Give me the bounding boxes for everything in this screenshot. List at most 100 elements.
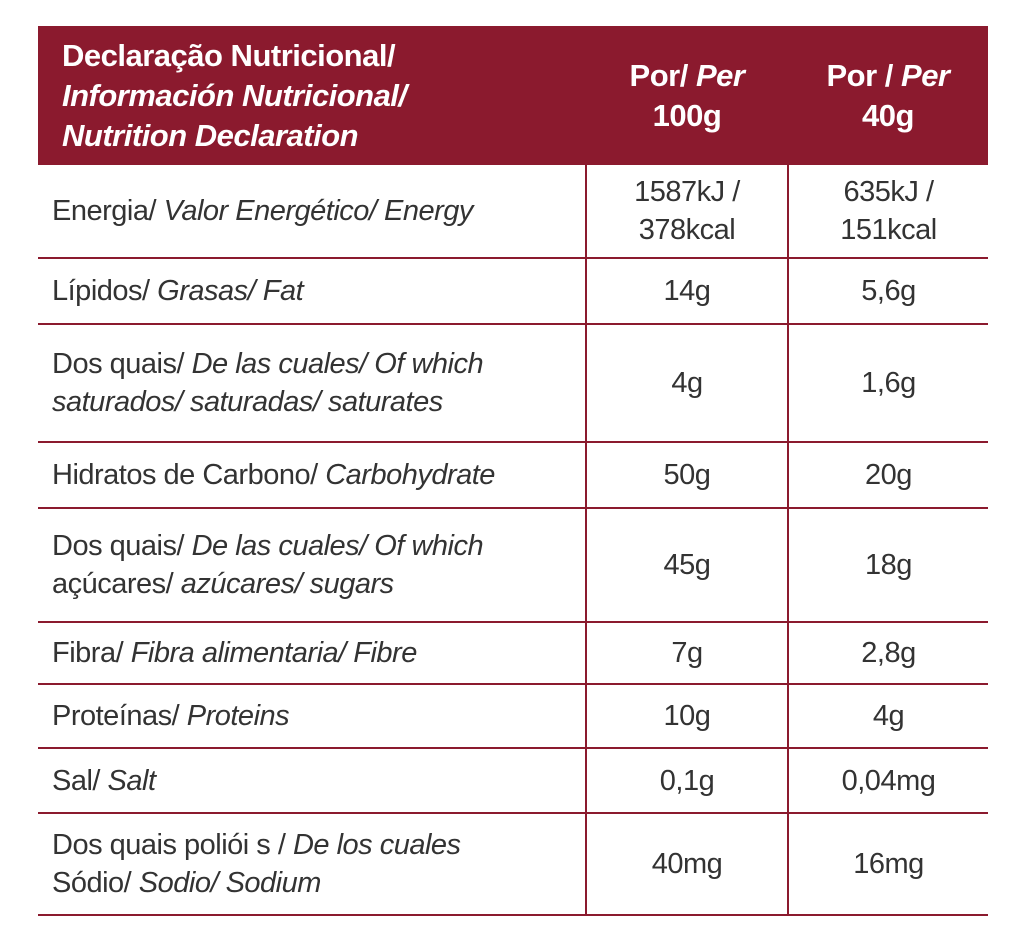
text-segment: Sal/ xyxy=(52,764,108,797)
text-line: Sódio/ Sodio/ Sodium xyxy=(52,864,585,902)
text-segment: De las cuales/ Of which xyxy=(191,348,484,380)
value-line: 40mg xyxy=(651,848,723,880)
table-row: Energia/ Valor Energético/ Energy 1587kJ … xyxy=(38,165,988,259)
text-line: Fibra/ Fibra alimentaria/ Fibre xyxy=(52,634,585,672)
text-line: Energia/ Valor Energético/ Energy xyxy=(52,192,585,230)
text-segment: Proteínas/ xyxy=(52,700,187,732)
value-per100: 4g xyxy=(585,324,788,443)
value-per100: 10g xyxy=(585,684,788,749)
text-line: Información Nutricional/ xyxy=(62,76,586,116)
text-segment: Nutrition Declaration xyxy=(62,117,359,153)
text-segment: Información Nutricional/ xyxy=(62,77,407,113)
text-segment: 100g xyxy=(652,97,722,133)
text-segment: Por/ xyxy=(629,57,696,93)
table-row: Fibra/ Fibra alimentaria/ Fibre 7g 2,8g xyxy=(38,622,988,685)
text-line: Por/ Per xyxy=(586,56,788,96)
value-line: 14g xyxy=(663,275,711,307)
row-label: Fibra/ Fibra alimentaria/ Fibre xyxy=(38,622,586,685)
value-per40: 0,04mg xyxy=(787,748,988,814)
value-line: 20g xyxy=(865,459,912,491)
text-segment: Declaração Nutricional/ xyxy=(62,37,396,73)
value-line: 7g xyxy=(671,637,703,669)
value-line: 378kcal xyxy=(638,214,736,246)
row-label: Sal/ Salt xyxy=(38,748,586,814)
text-segment: azúcares/ sugars xyxy=(180,568,394,600)
value-line: 10g xyxy=(663,700,711,732)
value-per40: 20g xyxy=(787,442,988,509)
text-line: Declaração Nutricional/ xyxy=(62,36,586,76)
value-line: 4g xyxy=(671,367,703,399)
text-segment: Carbohydrate xyxy=(325,459,495,491)
value-line: 151kcal xyxy=(840,214,937,246)
value-line: 635kJ / xyxy=(843,176,935,208)
nutrition-table: Declaração Nutricional/Información Nutri… xyxy=(38,26,988,916)
text-line: saturados/ saturadas/ saturates xyxy=(52,383,585,421)
text-segment: Fibra/ xyxy=(52,637,131,669)
text-line: Hidratos de Carbono/ Carbohydrate xyxy=(52,456,585,494)
text-segment: Proteins xyxy=(186,700,290,732)
text-line: Proteínas/ Proteins xyxy=(52,697,585,735)
value-per40: 635kJ / 151kcal xyxy=(787,165,988,259)
text-segment: saturados/ saturadas/ saturates xyxy=(52,386,443,418)
row-label: Dos quais/ De las cuales/ Of which açúcar… xyxy=(38,508,586,623)
table-row: Dos quais/ De las cuales/ Of which açúcar… xyxy=(38,508,988,623)
row-label: Proteínas/ Proteins xyxy=(38,684,586,749)
text-line: açúcares/ azúcares/ sugars xyxy=(52,565,585,603)
table-row: Lípidos/ Grasas/ Fat 14g 5,6g xyxy=(38,258,988,325)
value-line: 50g xyxy=(663,459,711,491)
value-per100: 14g xyxy=(585,258,788,325)
text-line: 100g xyxy=(586,96,788,136)
text-line: Por / Per xyxy=(788,56,988,96)
value-per100: 0,1g xyxy=(585,748,788,814)
value-line: 1587kJ / xyxy=(634,176,740,208)
row-label: Hidratos de Carbono/ Carbohydrate xyxy=(38,442,586,509)
value-line: 5,6g xyxy=(861,275,916,307)
row-label: Energia/ Valor Energético/ Energy xyxy=(38,165,586,259)
value-per100: 40mg xyxy=(585,813,788,916)
text-segment: Per xyxy=(901,57,950,93)
row-label: Dos quais poliói s / De los cuales Sódio/… xyxy=(38,813,586,916)
text-segment: Por / xyxy=(826,57,902,93)
text-segment: Dos quais poliói s / xyxy=(52,829,293,861)
value-line: 0,1g xyxy=(659,764,715,797)
value-per40: 4g xyxy=(787,684,988,749)
value-line: 2,8g xyxy=(861,637,916,669)
header-per100: Por/ Per 100g xyxy=(586,26,788,165)
text-line: Nutrition Declaration xyxy=(62,116,586,156)
table-row: Hidratos de Carbono/ Carbohydrate 50g 20g xyxy=(38,442,988,509)
text-segment: Dos quais/ xyxy=(52,348,192,380)
header-per40: Por / Per 40g xyxy=(788,26,988,165)
text-segment: Valor Energético/ Energy xyxy=(163,195,474,227)
value-per40: 16mg xyxy=(787,813,988,916)
text-segment: Sodio/ Sodium xyxy=(138,867,322,899)
header-row: Declaração Nutricional/Información Nutri… xyxy=(38,26,988,165)
value-line: 1,6g xyxy=(861,367,916,399)
value-line: 45g xyxy=(663,549,711,581)
text-segment: 40g xyxy=(862,97,914,133)
text-segment: açúcares/ xyxy=(52,568,181,600)
value-per40: 2,8g xyxy=(787,622,988,685)
value-per40: 18g xyxy=(787,508,988,623)
value-line: 4g xyxy=(872,700,905,732)
table-row: Dos quais poliói s / De los cuales Sódio/… xyxy=(38,813,988,916)
text-line: 40g xyxy=(788,96,988,136)
text-segment: Energia/ xyxy=(52,195,164,227)
text-segment: De las cuales/ Of which xyxy=(191,530,484,562)
text-segment: Grasas/ Fat xyxy=(157,275,304,307)
text-segment: Lípidos/ xyxy=(52,275,158,307)
value-per40: 5,6g xyxy=(787,258,988,325)
text-segment: Salt xyxy=(107,764,156,797)
text-line: Dos quais poliói s / De los cuales xyxy=(52,826,585,864)
text-segment: Sódio/ xyxy=(52,867,139,899)
row-label: Dos quais/ De las cuales/ Of which satura… xyxy=(38,324,586,443)
text-segment: Fibra alimentaria/ Fibre xyxy=(130,637,418,669)
text-segment: De los cuales xyxy=(292,829,461,861)
text-line: Lípidos/ Grasas/ Fat xyxy=(52,272,585,310)
text-segment: Dos quais/ xyxy=(52,530,192,562)
text-line: Dos quais/ De las cuales/ Of which xyxy=(52,527,585,565)
row-label: Lípidos/ Grasas/ Fat xyxy=(38,258,586,325)
value-per100: 45g xyxy=(585,508,788,623)
value-per100: 1587kJ / 378kcal xyxy=(585,165,788,259)
value-line: 0,04mg xyxy=(841,764,936,797)
